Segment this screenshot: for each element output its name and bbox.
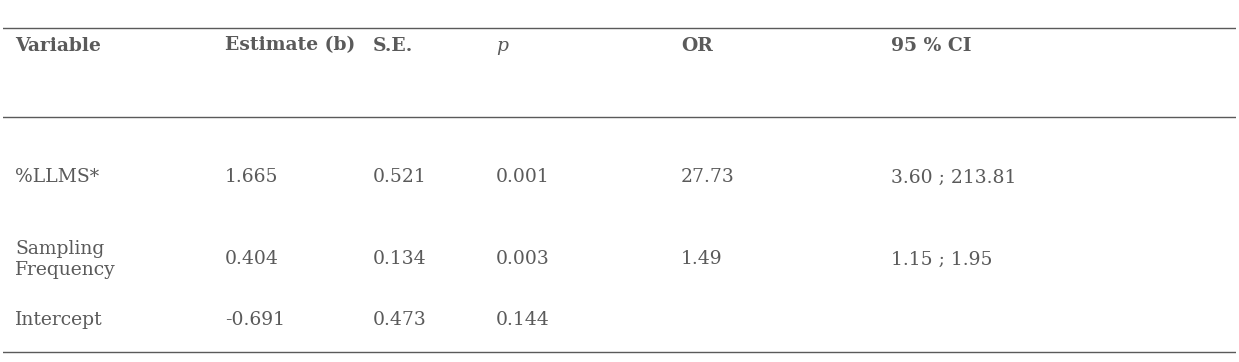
Text: 0.134: 0.134 (373, 251, 426, 268)
Text: 1.15 ; 1.95: 1.15 ; 1.95 (891, 251, 992, 268)
Text: 0.521: 0.521 (373, 168, 426, 186)
Text: Variable: Variable (15, 37, 102, 55)
Text: 0.404: 0.404 (224, 251, 279, 268)
Text: 1.665: 1.665 (224, 168, 279, 186)
Text: 1.49: 1.49 (681, 251, 722, 268)
Text: %LLMS*: %LLMS* (15, 168, 99, 186)
Text: Sampling
Frequency: Sampling Frequency (15, 240, 116, 279)
Text: 3.60 ; 213.81: 3.60 ; 213.81 (891, 168, 1016, 186)
Text: 0.001: 0.001 (496, 168, 550, 186)
Text: p: p (496, 37, 508, 55)
Text: OR: OR (681, 37, 712, 55)
Text: 0.144: 0.144 (496, 311, 550, 329)
Text: 95 % CI: 95 % CI (891, 37, 971, 55)
Text: -0.691: -0.691 (224, 311, 285, 329)
Text: 27.73: 27.73 (681, 168, 735, 186)
Text: S.E.: S.E. (373, 37, 413, 55)
Text: Estimate (b): Estimate (b) (224, 37, 356, 55)
Text: 0.003: 0.003 (496, 251, 550, 268)
Text: 0.473: 0.473 (373, 311, 426, 329)
Text: Intercept: Intercept (15, 311, 103, 329)
